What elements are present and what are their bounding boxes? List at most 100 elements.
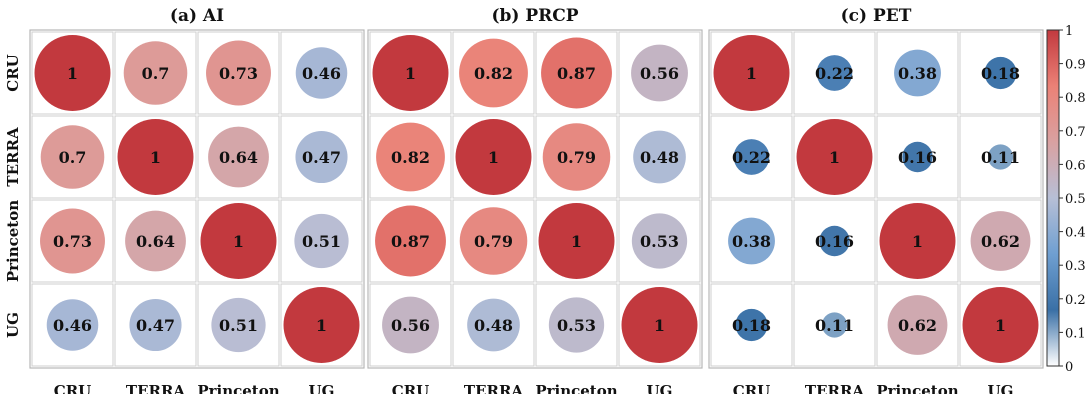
correlation-circle: [123, 41, 188, 105]
correlation-circle: [376, 122, 445, 192]
correlation-circle: [816, 55, 853, 91]
x-tick-label: Princeton: [876, 382, 958, 394]
colorbar-tick-label: 0.4: [1065, 226, 1085, 241]
correlation-value-label: 0.51: [219, 316, 258, 335]
colorbar-tick-label: 0.8: [1065, 91, 1085, 106]
correlation-circle: [125, 210, 186, 272]
colorbar-tick-label: 0.6: [1065, 158, 1085, 173]
correlation-value-label: 0.73: [53, 232, 92, 251]
correlation-value-label: 0.47: [136, 316, 175, 335]
correlation-circle: [46, 299, 99, 351]
correlation-circle: [879, 203, 956, 279]
colorbar-scale: [1046, 29, 1060, 367]
colorbar-tick-label: 0.1: [1065, 326, 1085, 341]
correlation-circle: [200, 203, 277, 279]
correlation-value-label: 1: [233, 232, 244, 251]
correlation-value-label: 0.53: [557, 316, 596, 335]
correlation-value-label: 0.7: [59, 148, 87, 167]
y-tick-label: UG: [4, 312, 22, 338]
correlation-circle: [467, 298, 520, 352]
panel-title: (b) PRCP: [491, 6, 578, 26]
correlation-value-label: 0.62: [898, 316, 937, 335]
y-tick-label: CRU: [4, 54, 22, 92]
panels: (a) AI 1 0.7 0.73 0.46 0.7 1 0.64 0.47 0.73 0.64 1 0…: [4, 6, 1044, 394]
correlation-circle: [375, 205, 446, 277]
panel-2: (b) PRCP 1 0.82 0.87 0.56 0.82 1 0.79 0.48 0.87 0.…: [367, 6, 703, 394]
correlation-circle: [548, 297, 605, 353]
correlation-circle: [962, 287, 1039, 363]
correlation-value-label: 0.87: [557, 64, 596, 83]
correlation-circle: [40, 125, 105, 189]
correlation-value-label: 0.56: [640, 64, 679, 83]
correlation-value-label: 0.48: [474, 316, 513, 335]
colorbar-tick-label: 0.5: [1065, 192, 1085, 207]
correlation-value-label: 0.38: [898, 64, 937, 83]
colorbar-tick-label: 1: [1065, 24, 1073, 39]
correlation-circle: [713, 35, 790, 111]
correlation-circle: [294, 213, 349, 269]
correlation-value-label: 0.82: [391, 148, 430, 167]
correlation-value-label: 1: [829, 148, 840, 167]
correlation-circle: [129, 298, 182, 352]
correlation-circle: [206, 40, 271, 106]
colorbar-tick-label: 0.2: [1065, 293, 1085, 308]
correlation-value-label: 0.16: [815, 232, 854, 251]
correlation-circle: [984, 56, 1017, 90]
correlation-value-label: 0.73: [219, 64, 258, 83]
correlation-circle: [542, 123, 611, 191]
correlation-value-label: 0.18: [981, 64, 1020, 83]
x-tick-label: TERRA: [805, 382, 865, 394]
correlation-value-label: 1: [746, 64, 757, 83]
y-tick-label: Princeton: [4, 200, 22, 282]
colorbar-tick-label: 0: [1065, 360, 1073, 375]
correlation-value-label: 0.22: [815, 64, 854, 83]
x-tick-label: TERRA: [464, 382, 524, 394]
colorbar-tick-label: 0.3: [1065, 259, 1085, 274]
correlation-value-label: 0.38: [732, 232, 771, 251]
correlation-value-label: 0.11: [815, 316, 854, 335]
correlation-value-label: 1: [405, 64, 416, 83]
x-tick-label: UG: [309, 382, 335, 394]
correlation-value-label: 0.51: [302, 232, 341, 251]
correlation-circle: [211, 297, 266, 353]
correlation-circle: [733, 139, 770, 175]
correlation-value-label: 0.48: [640, 148, 679, 167]
x-tick-label: Princeton: [197, 382, 279, 394]
correlation-value-label: 0.79: [557, 148, 596, 167]
correlation-circle: [283, 287, 360, 363]
correlation-value-label: 0.46: [53, 316, 92, 335]
colorbar-tick-label: 0.7: [1065, 125, 1085, 140]
panel-title: (c) PET: [841, 6, 912, 26]
correlation-value-label: 0.7: [142, 64, 170, 83]
x-tick-label: CRU: [54, 382, 92, 394]
x-tick-label: UG: [988, 382, 1014, 394]
correlation-circle: [970, 211, 1031, 271]
correlation-circle: [295, 130, 348, 184]
correlation-value-label: 1: [488, 148, 499, 167]
correlation-value-label: 1: [912, 232, 923, 251]
correlation-circle: [728, 217, 775, 265]
correlation-circle: [40, 208, 105, 274]
x-tick-label: Princeton: [535, 382, 617, 394]
correlation-value-label: 0.64: [219, 148, 258, 167]
correlation-circle: [796, 119, 873, 195]
correlation-value-label: 1: [316, 316, 327, 335]
correlation-circle: [459, 207, 528, 275]
correlation-value-label: 1: [654, 316, 665, 335]
correlation-circle: [621, 287, 698, 363]
correlation-circle: [372, 35, 449, 111]
correlation-value-label: 0.64: [136, 232, 175, 251]
panel-title: (a) AI: [170, 6, 224, 26]
correlation-circle: [208, 126, 269, 188]
correlation-value-label: 0.56: [391, 316, 430, 335]
correlation-circle: [735, 308, 768, 342]
panel-3: (c) PET 1 0.22 0.38 0.18 0.22 1 0.16 0.11 0.38 0.1…: [708, 6, 1044, 394]
correlation-value-label: 0.53: [640, 232, 679, 251]
correlation-value-label: 1: [995, 316, 1006, 335]
panel-1: (a) AI 1 0.7 0.73 0.46 0.7 1 0.64 0.47 0.73 0.64 1 0…: [4, 6, 365, 394]
correlation-circle: [459, 38, 528, 108]
correlation-value-label: 0.82: [474, 64, 513, 83]
x-tick-label: UG: [647, 382, 673, 394]
correlation-value-label: 1: [67, 64, 78, 83]
